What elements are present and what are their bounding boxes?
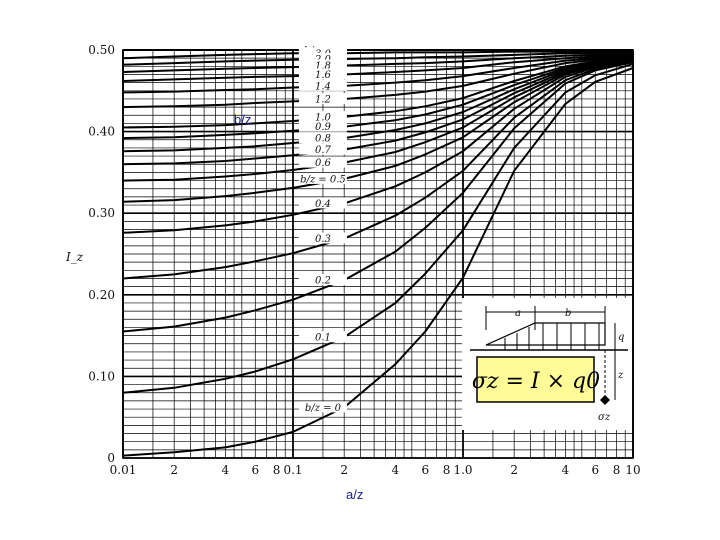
x-tick-label: 0.01 — [110, 463, 137, 477]
curve-label-bg — [298, 47, 347, 59]
curve-label-bg — [298, 59, 347, 71]
curve-line — [122, 55, 634, 109]
curve-label: 0.6 — [315, 158, 332, 169]
curve-label: b/z = 0 — [305, 403, 342, 414]
inset-z-label: z — [617, 370, 624, 381]
curve-line — [122, 58, 634, 182]
curve-label-bg — [298, 120, 347, 132]
curve-label-bg — [298, 197, 347, 209]
az-overlay-label: a/z — [346, 487, 364, 502]
x-tick-label: 6 — [251, 463, 259, 477]
curves — [122, 49, 634, 457]
x-tick-label: 2 — [170, 463, 178, 477]
curve-line — [122, 53, 634, 82]
inset-load-shape — [485, 322, 606, 346]
x-tick-label: 8 — [613, 463, 621, 477]
curve-line — [122, 53, 634, 73]
curve-line — [122, 67, 634, 457]
curve-label: 1.8 — [315, 61, 331, 72]
curve-line — [122, 52, 633, 66]
formula-box — [476, 356, 595, 403]
curve-label-bg — [298, 156, 347, 168]
curve-label-bg — [298, 79, 347, 91]
curve-label: 0.3 — [315, 234, 331, 245]
curve-label: 1.6 — [315, 70, 332, 81]
inset-diagram: a b q z σz σz = I × q0 — [462, 298, 632, 430]
curve-line — [122, 57, 634, 129]
curve-label: 0.1 — [315, 333, 331, 344]
curve-label: 1.0 — [315, 112, 332, 123]
curve-label: 0.7 — [315, 145, 332, 156]
curve-line — [122, 57, 634, 140]
curve-label: 1.4 — [315, 81, 331, 92]
y-axis-label: I_z — [66, 250, 84, 264]
inset-a-label: a — [515, 308, 521, 319]
curve-label: b/z = 0.5 — [300, 174, 346, 185]
curve-line — [122, 50, 633, 60]
curve-label-bg — [298, 110, 347, 122]
x-tick-label: 1.0 — [453, 463, 472, 477]
y-tick-label: 0.20 — [88, 288, 115, 302]
inset-point-marker — [600, 395, 610, 405]
curve-line — [122, 62, 634, 394]
curve-label-bg — [298, 68, 347, 80]
curve-line — [122, 58, 634, 203]
curve-label-bg — [298, 232, 347, 244]
x-tick-label: 6 — [591, 463, 599, 477]
y-tick-label: 0.30 — [88, 206, 115, 220]
curve-line — [122, 54, 634, 94]
x-tick-label: 8 — [273, 463, 281, 477]
curve-label-bg — [298, 401, 347, 413]
x-tick-label: 2 — [340, 463, 348, 477]
curve-line — [122, 60, 634, 280]
curve-line — [122, 59, 634, 234]
x-tick-label: 2 — [510, 463, 518, 477]
curve-label-bg — [298, 143, 347, 155]
y-tick-label: 0.40 — [88, 125, 115, 139]
curve-line — [122, 58, 634, 153]
inset-b-label: b — [565, 308, 571, 319]
curve-label: 0.2 — [315, 276, 331, 287]
curve-label-bg — [298, 52, 347, 64]
curve-label: 1.2 — [315, 94, 331, 105]
x-tick-label: 4 — [392, 463, 400, 477]
y-tick-label: 0.10 — [88, 369, 115, 383]
curve-label: 0.4 — [315, 199, 331, 210]
x-tick-label: 8 — [443, 463, 451, 477]
curve-label-bg — [298, 274, 347, 286]
curve-label-bg — [298, 132, 347, 144]
x-tick-label: 6 — [421, 463, 429, 477]
x-tick-label: 10 — [625, 463, 640, 477]
x-tick-label: 4 — [562, 463, 570, 477]
curve-label: 0.8 — [315, 134, 331, 145]
curve-label-bg — [298, 172, 347, 184]
x-tick-label: 0.1 — [283, 463, 302, 477]
y-tick-label: 0.50 — [88, 43, 115, 57]
curve-labels: b/z = ∞3.02.01.81.61.41.21.00.90.80.70.6… — [298, 44, 347, 414]
inset-sigma-label: σz — [598, 412, 611, 423]
formula-text: σz = I × q0 — [472, 369, 600, 394]
x-tick-label: 4 — [222, 463, 230, 477]
curve-label-bg — [298, 331, 347, 343]
curve-label-bg — [298, 92, 347, 104]
curve-label: 0.9 — [315, 122, 332, 133]
y-tick-label: 0 — [107, 451, 115, 465]
bz-overlay-label: b/z — [234, 112, 252, 127]
inset-q-label: q — [618, 332, 624, 343]
curve-line — [122, 61, 634, 333]
inset-load-arrows — [504, 323, 600, 350]
curve-line — [122, 58, 634, 166]
